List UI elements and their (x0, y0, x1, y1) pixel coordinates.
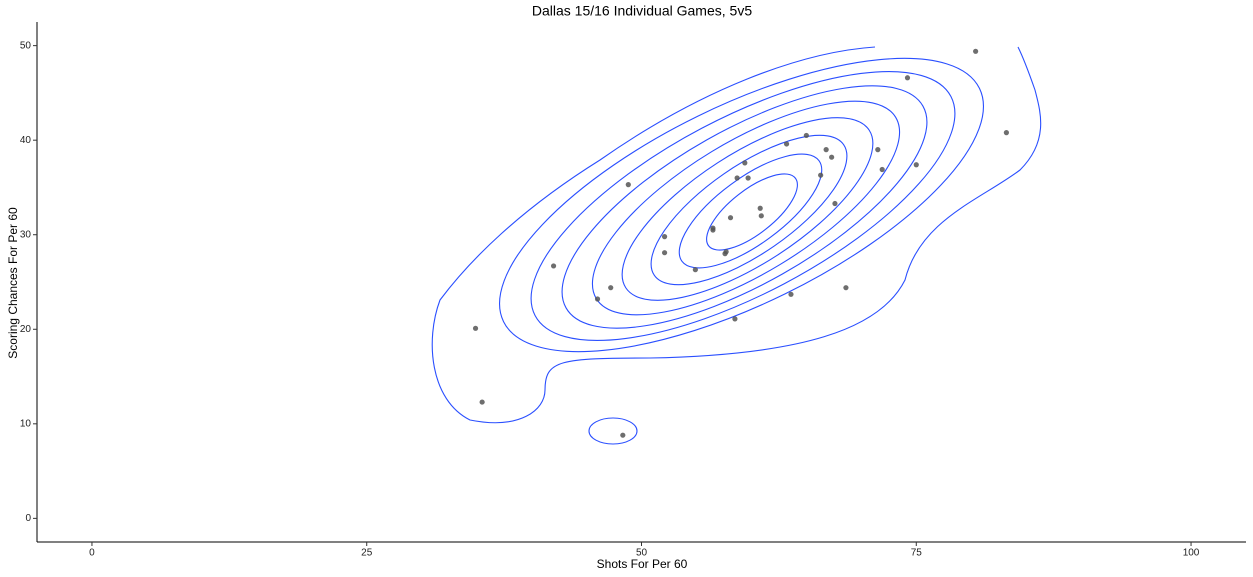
contour (530, 71, 956, 341)
point (732, 316, 738, 322)
y-tick-label: 20 (20, 324, 32, 335)
contour (499, 57, 984, 353)
point (479, 399, 485, 405)
point (625, 182, 631, 188)
point (875, 147, 881, 153)
y-tick-label: 10 (20, 418, 32, 429)
point (745, 175, 751, 181)
x-axis-title: Shots For Per 60 (597, 557, 688, 571)
point (661, 250, 668, 256)
x-tick-label: 25 (361, 548, 373, 559)
y-tick-label: 40 (20, 135, 32, 146)
point (829, 154, 835, 160)
contour (650, 134, 848, 286)
point (727, 215, 734, 221)
x-tick-label: 50 (636, 548, 648, 559)
point (823, 147, 829, 153)
point (742, 160, 748, 166)
point (818, 172, 824, 178)
point (973, 48, 979, 54)
density-contours (431, 46, 1042, 445)
point (783, 141, 790, 147)
point (723, 249, 729, 255)
point (758, 213, 764, 219)
point (661, 234, 668, 240)
point (832, 200, 838, 207)
contour (561, 85, 928, 329)
y-tick-label: 0 (25, 513, 31, 524)
point (692, 267, 698, 273)
point (608, 285, 614, 291)
point (472, 325, 479, 331)
contour (621, 117, 874, 301)
point (879, 166, 885, 173)
point (710, 227, 716, 233)
point (550, 263, 557, 269)
point (843, 285, 849, 291)
contour (591, 100, 901, 316)
point (757, 205, 763, 211)
x-tick-label: 100 (1183, 548, 1200, 559)
contour (678, 153, 823, 269)
x-tick-label: 0 (89, 548, 95, 559)
point (734, 175, 740, 181)
x-tick-label: 75 (911, 548, 923, 559)
contour (588, 417, 638, 445)
point (913, 162, 919, 168)
point (788, 291, 794, 297)
contour (431, 46, 1042, 424)
point (904, 75, 911, 81)
chart-title: Dallas 15/16 Individual Games, 5v5 (532, 3, 752, 19)
point (1003, 130, 1009, 136)
y-tick-label: 30 (20, 229, 32, 240)
point (594, 296, 601, 302)
y-tick-label: 50 (20, 40, 32, 51)
point (620, 432, 626, 438)
contour (706, 173, 798, 251)
y-axis-title: Scoring Chances For Per 60 (6, 207, 20, 359)
point (803, 132, 809, 139)
